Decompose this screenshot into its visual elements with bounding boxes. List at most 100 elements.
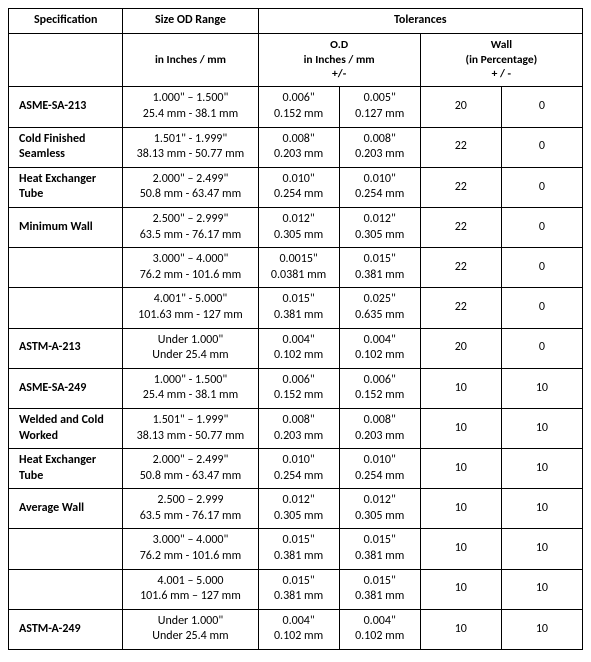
od-minus-cell: 0.005"0.127 mm [339,87,420,127]
size-cell: 2.500 – 2.99963.5 mm - 76.17 mm [123,489,258,529]
od1-in: 0.008" [283,413,315,427]
size-cell: Under 1.000"Under 25.4 mm [123,609,258,649]
od2-in: 0.010" [364,172,396,186]
wall-sub-line2: (in Percentage) [465,53,537,67]
spec-cell: Average Wall [9,489,123,529]
size-in: 2.500" – 2.999" [153,212,229,226]
table-row: Welded and Cold Worked1.501" – 1.999"38.… [9,408,583,448]
tolerances-table: Specification Size OD Range Tolerances i… [8,8,583,650]
wall-plus-cell: 10 [420,449,501,489]
od1-in: 0.006" [283,91,315,105]
od1-mm: 0.102 mm [274,348,323,362]
od2-in: 0.025" [364,292,396,306]
od1-in: 0.008" [283,132,315,146]
table-row: ASTM-A-249Under 1.000"Under 25.4 mm0.004… [9,609,583,649]
od1-mm: 0.381 mm [274,549,323,563]
size-cell: 1.000" – 1.500"25.4 mm - 38.1 mm [123,87,258,127]
od2-mm: 0.305 mm [355,509,404,523]
wall-minus-cell: 0 [501,87,582,127]
size-cell: Under 1.000"Under 25.4 mm [123,328,258,368]
size-in: 2.000" – 2.499" [153,453,229,467]
od1-mm: 0.0381 mm [271,268,326,282]
spec-cell [9,288,123,328]
spec-cell: ASME-SA-213 [9,87,123,127]
size-cell: 1.000" - 1.500"25.4 mm - 38.1 mm [123,368,258,408]
spec-cell [9,248,123,288]
od2-in: 0.012" [364,493,396,507]
od1-mm: 0.254 mm [274,469,323,483]
wall-plus-cell: 22 [420,167,501,207]
size-cell: 1.501" - 1.999"38.13 mm - 50.77 mm [123,127,258,167]
table-row: Cold Finished Seamless1.501" - 1.999"38.… [9,127,583,167]
wall-minus-cell: 10 [501,449,582,489]
od-plus-cell: 0.008"0.203 mm [258,127,339,167]
od2-in: 0.006" [364,373,396,387]
od2-in: 0.010" [364,453,396,467]
od-plus-cell: 0.0015" 0.0381 mm [258,248,339,288]
size-cell: 4.001" - 5.000"101.63 mm - 127 mm [123,288,258,328]
od2-mm: 0.254 mm [355,469,404,483]
od2-in: 0.012" [364,212,396,226]
wall-plus-cell: 22 [420,288,501,328]
size-mm: Under 25.4 mm [152,348,228,362]
od1-mm: 0.102 mm [274,629,323,643]
spec-cell: ASME-SA-249 [9,368,123,408]
size-in: 1.000" - 1.500" [154,373,227,387]
od2-mm: 0.305 mm [355,228,404,242]
wall-minus-cell: 0 [501,207,582,247]
table-header: Specification Size OD Range Tolerances i… [9,9,583,87]
size-mm: 50.8 mm - 63.47 mm [140,469,242,483]
spec-cell: Minimum Wall [9,207,123,247]
wall-sub-line3: + / - [492,67,511,81]
wall-plus-cell: 10 [420,368,501,408]
header-size: Size OD Range [123,9,258,34]
size-in: 3.000" – 4.000" [153,533,229,547]
od-minus-cell: 0.025" 0.635 mm [339,288,420,328]
od-plus-cell: 0.006"0.152 mm [258,368,339,408]
od-sub-line3: +/- [332,67,346,81]
od1-in: 0.006" [283,373,315,387]
wall-minus-cell: 10 [501,489,582,529]
od-plus-cell: 0.010"0.254 mm [258,449,339,489]
od1-in: 0.012" [283,493,315,507]
od1-in: 0.015" [283,574,315,588]
od-minus-cell: 0.015"0.381 mm [339,248,420,288]
table-row: Average Wall2.500 – 2.99963.5 mm - 76.17… [9,489,583,529]
size-cell: 4.001 – 5.000101.6 mm – 127 mm [123,569,258,609]
size-mm: 38.13 mm - 50.77 mm [137,147,245,161]
od-plus-cell: 0.012"0.305 mm [258,489,339,529]
wall-plus-cell: 22 [420,127,501,167]
od1-mm: 0.203 mm [274,429,323,443]
size-mm: 63.5 mm - 76.17 mm [140,509,242,523]
od-minus-cell: 0.004"0.102 mm [339,328,420,368]
od2-mm: 0.254 mm [355,187,404,201]
od2-mm: 0.635 mm [355,308,404,322]
size-mm: 50.8 mm - 63.47 mm [140,187,242,201]
size-mm: 38.13 mm - 50.77 mm [137,429,245,443]
od1-in: 0.0015" [279,252,317,266]
od1-in: 0.015" [283,533,315,547]
size-mm: 76.2 mm - 101.6 mm [140,268,242,282]
size-in: Under 1.000" [158,333,223,347]
od1-mm: 0.381 mm [274,308,323,322]
od1-in: 0.015" [283,292,315,306]
od-minus-cell: 0.010" 0.254 mm [339,449,420,489]
od2-in: 0.008" [364,413,396,427]
wall-minus-cell: 0 [501,167,582,207]
od-plus-cell: 0.004"0.102 mm [258,328,339,368]
spec-cell: Heat Exchanger Tube [9,449,123,489]
spec-cell: Heat Exchanger Tube [9,167,123,207]
od2-mm: 0.102 mm [355,348,404,362]
table-row: Heat Exchanger Tube2.000" – 2.499"50.8 m… [9,167,583,207]
od-minus-cell: 0.008"0.203 mm [339,127,420,167]
od-minus-cell: 0.012" 0.305 mm [339,207,420,247]
wall-plus-cell: 10 [420,609,501,649]
size-in: Under 1.000" [158,614,223,628]
od2-mm: 0.102 mm [355,629,404,643]
od1-mm: 0.305 mm [274,228,323,242]
size-mm: 76.2 mm - 101.6 mm [140,549,242,563]
od1-mm: 0.254 mm [274,187,323,201]
size-cell: 1.501" – 1.999"38.13 mm - 50.77 mm [123,408,258,448]
table-row: 3.000" – 4.000" 76.2 mm - 101.6 mm 0.015" 0… [9,529,583,569]
size-cell: 2.000" – 2.499"50.8 mm - 63.47 mm [123,167,258,207]
